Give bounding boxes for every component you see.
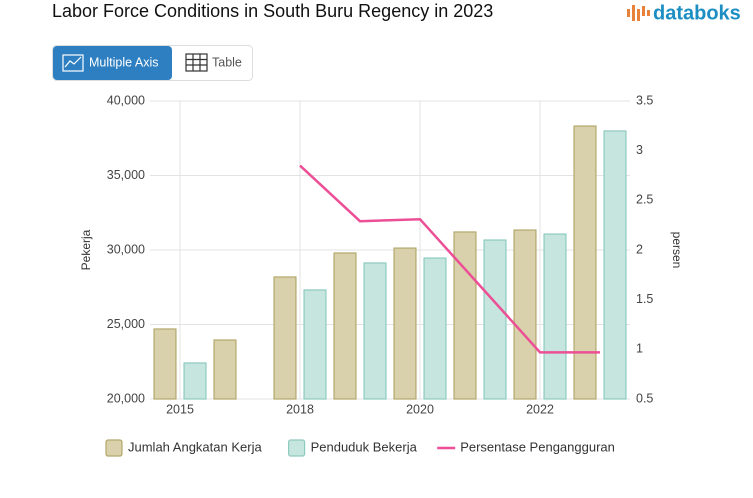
bar — [573, 125, 597, 400]
y-axis-title: Pekerja — [79, 229, 93, 270]
y-tick-label: 30,000 — [107, 242, 145, 256]
view-tabs: Multiple Axis Table — [52, 45, 253, 81]
y-tick-label: 20,000 — [107, 391, 145, 405]
x-tick-label: 2020 — [406, 402, 434, 416]
y2-tick-label: 2 — [636, 242, 643, 256]
bar — [453, 231, 477, 400]
bar — [543, 233, 567, 400]
y-tick-label: 40,000 — [107, 93, 145, 107]
logo-text: databoks — [653, 2, 741, 24]
y2-tick-label: 0.5 — [636, 391, 653, 405]
y2-tick-label: 3 — [636, 143, 643, 157]
bar — [333, 252, 357, 400]
bar — [303, 289, 327, 400]
x-tick-label: 2018 — [286, 402, 314, 416]
chart-title: Labor Force Conditions in South Buru Reg… — [52, 1, 493, 21]
y2-tick-label: 2.5 — [636, 193, 653, 207]
bar — [483, 239, 507, 400]
legend-label: Penduduk Bekerja — [311, 439, 418, 454]
y2-tick-label: 1 — [636, 342, 643, 356]
bar — [513, 229, 537, 400]
legend-swatch — [288, 439, 306, 457]
x-tick-label: 2015 — [166, 402, 194, 416]
line — [299, 164, 600, 354]
logo: databoks — [627, 2, 741, 24]
bar — [273, 276, 297, 400]
bar — [183, 362, 207, 400]
y-tick-label: 25,000 — [107, 317, 145, 331]
bar — [213, 339, 237, 400]
y-tick-label: 35,000 — [107, 168, 145, 182]
bar — [393, 247, 417, 400]
y2-tick-label: 1.5 — [636, 292, 653, 306]
x-tick-label: 2022 — [526, 402, 554, 416]
y2-tick-label: 3.5 — [636, 93, 653, 107]
tab-label[interactable]: Multiple Axis — [89, 55, 158, 69]
bar — [153, 328, 177, 400]
legend-label: Persentase Pengangguran — [460, 439, 615, 454]
bar — [603, 130, 627, 400]
y2-axis-title: persen — [670, 232, 684, 269]
legend-swatch — [105, 439, 123, 457]
bar — [363, 262, 387, 400]
table-icon — [185, 53, 208, 72]
legend-label: Jumlah Angkatan Kerja — [128, 439, 262, 454]
tab-label[interactable]: Table — [212, 55, 242, 69]
bar — [423, 257, 447, 400]
